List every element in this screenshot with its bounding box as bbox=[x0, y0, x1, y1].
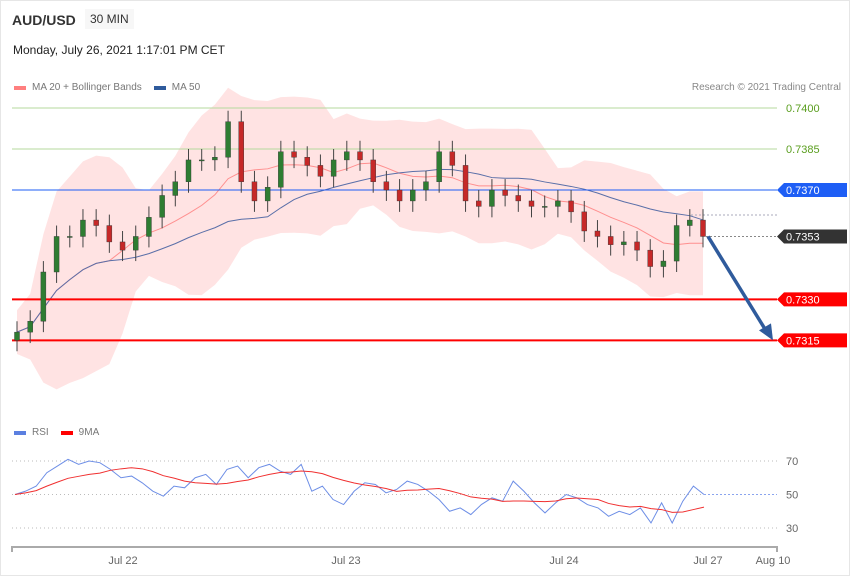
level-tag bbox=[777, 182, 847, 197]
candle bbox=[159, 195, 165, 218]
bollinger-band bbox=[17, 87, 703, 390]
candle bbox=[528, 200, 535, 207]
ma50-swatch bbox=[153, 85, 166, 90]
credit: Research © 2021 Trading Central bbox=[691, 82, 841, 93]
x-tick: Jul 23 bbox=[331, 555, 360, 567]
candle bbox=[370, 159, 376, 182]
candle bbox=[489, 189, 495, 207]
candle bbox=[225, 121, 231, 158]
level-label: 0.7353 bbox=[786, 231, 820, 243]
rsi-tick: 70 bbox=[786, 456, 798, 468]
level-label: 0.7370 bbox=[786, 185, 820, 197]
candle bbox=[251, 181, 258, 202]
candle bbox=[185, 159, 192, 182]
timeframe-button[interactable]: 30 MIN bbox=[85, 9, 134, 29]
candle bbox=[687, 219, 693, 226]
candle bbox=[555, 200, 561, 207]
candle bbox=[410, 189, 416, 202]
candle bbox=[660, 260, 667, 267]
rsi-swatch bbox=[14, 430, 26, 435]
main-legend: MA 20 + Bollinger Bands MA 50 bbox=[14, 82, 200, 93]
candle bbox=[700, 219, 706, 237]
level-label: 0.7315 bbox=[786, 335, 820, 347]
ma20-swatch bbox=[14, 85, 26, 90]
x-tick: Jul 24 bbox=[549, 555, 578, 567]
candle bbox=[93, 219, 99, 226]
candle bbox=[581, 211, 587, 232]
candle bbox=[647, 249, 653, 267]
level-label: 0.7385 bbox=[786, 144, 820, 156]
level-tag bbox=[777, 333, 847, 348]
level-label: 0.7400 bbox=[786, 103, 820, 115]
candle bbox=[53, 236, 60, 273]
x-axis bbox=[11, 546, 778, 552]
candle bbox=[502, 189, 508, 196]
target-arrow bbox=[706, 235, 769, 334]
rsi-tick: 50 bbox=[786, 490, 798, 502]
candle bbox=[383, 181, 390, 191]
legend-rsi: RSI bbox=[32, 427, 49, 438]
x-tick: Jul 27 bbox=[693, 555, 722, 567]
candle bbox=[264, 187, 271, 202]
candle bbox=[304, 156, 310, 166]
candle bbox=[462, 165, 469, 202]
candle bbox=[568, 200, 574, 213]
symbol-title: AUD/USD bbox=[12, 12, 76, 28]
rsi-legend: RSI 9MA bbox=[14, 427, 99, 438]
rsi-line bbox=[14, 458, 705, 525]
candle bbox=[198, 159, 205, 162]
legend-ma50: MA 50 bbox=[171, 82, 201, 93]
candle bbox=[634, 241, 640, 251]
candle bbox=[40, 271, 47, 322]
candle bbox=[278, 151, 284, 188]
candle bbox=[14, 331, 20, 341]
rsi-9ma-line bbox=[14, 467, 705, 513]
candle bbox=[133, 236, 139, 251]
candle bbox=[238, 121, 244, 182]
candle bbox=[436, 151, 442, 182]
candle bbox=[67, 236, 73, 238]
candle bbox=[594, 230, 601, 237]
candle bbox=[515, 195, 522, 202]
level-tag bbox=[777, 292, 847, 307]
candle bbox=[80, 219, 86, 237]
candle bbox=[423, 181, 429, 191]
candle bbox=[146, 217, 152, 237]
candle bbox=[607, 236, 614, 245]
x-tick: Aug 10 bbox=[756, 555, 791, 567]
candle bbox=[357, 151, 363, 161]
candle bbox=[291, 151, 297, 158]
arrow-head-icon bbox=[759, 323, 773, 341]
candle bbox=[330, 159, 337, 177]
candle bbox=[673, 225, 680, 262]
9ma-swatch bbox=[60, 430, 73, 435]
candle bbox=[317, 165, 324, 177]
candle bbox=[172, 181, 179, 196]
level-tag bbox=[777, 229, 847, 244]
legend-ma20: MA 20 + Bollinger Bands bbox=[32, 82, 142, 93]
candle bbox=[27, 320, 33, 333]
datetime: Monday, July 26, 2021 1:17:01 PM CET bbox=[13, 43, 225, 57]
candle bbox=[541, 206, 548, 208]
rsi-tick: 30 bbox=[786, 523, 798, 535]
x-tick: Jul 22 bbox=[108, 555, 137, 567]
candle bbox=[621, 241, 627, 245]
level-label: 0.7330 bbox=[786, 294, 820, 306]
candle bbox=[449, 151, 456, 166]
candle bbox=[212, 156, 218, 161]
candle bbox=[344, 151, 350, 161]
legend-9ma: 9MA bbox=[78, 427, 100, 438]
candle bbox=[396, 189, 403, 202]
candle bbox=[476, 200, 482, 207]
candle bbox=[106, 225, 113, 243]
candle bbox=[119, 241, 126, 251]
